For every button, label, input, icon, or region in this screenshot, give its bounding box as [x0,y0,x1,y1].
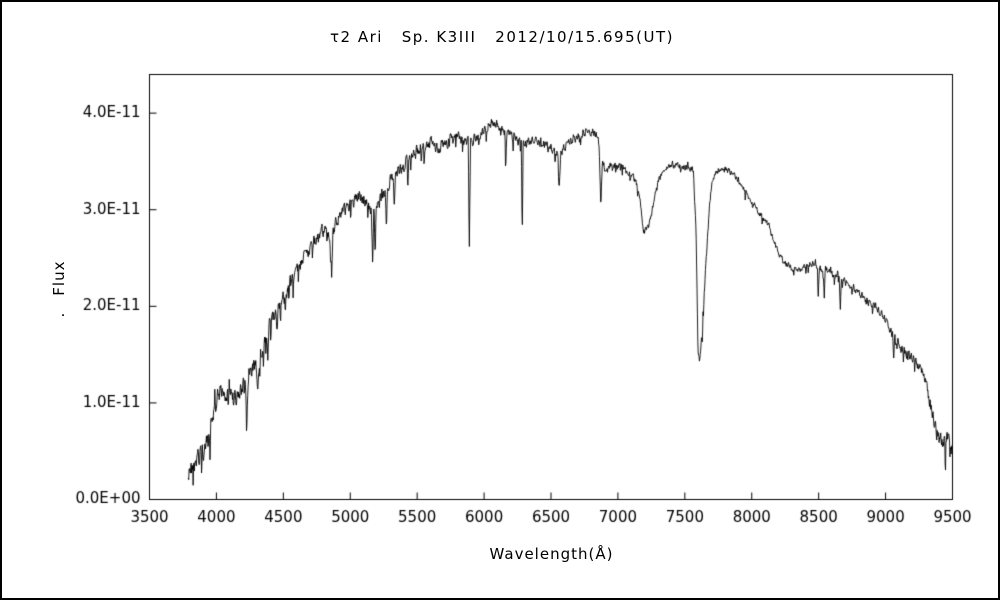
x-axis-label: Wavelength(Å) [489,545,614,563]
y-axis-label-dot: . [50,311,68,318]
y-axis-label: . Flux [49,239,69,339]
y-axis-label-text: Flux [50,260,68,296]
